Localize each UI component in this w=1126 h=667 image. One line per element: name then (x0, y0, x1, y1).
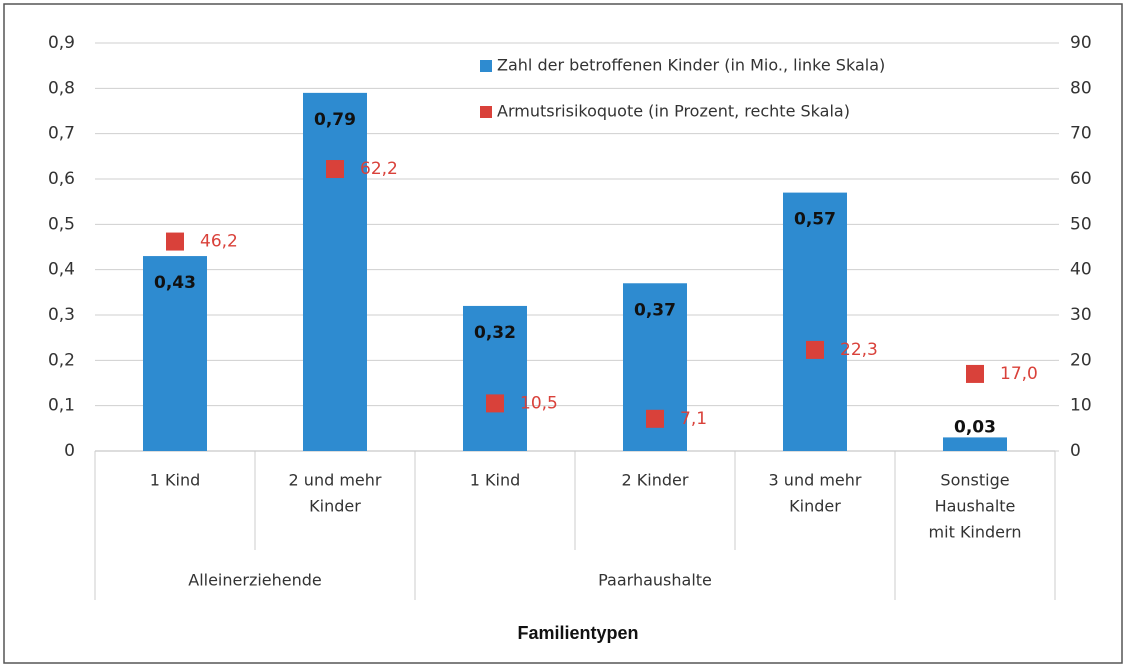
y2-tick-label: 70 (1070, 124, 1092, 144)
point-value-label: 62,2 (360, 159, 398, 179)
bar-value-label: 0,43 (154, 273, 196, 293)
point-value-label: 17,0 (1000, 364, 1038, 384)
bar (303, 92, 367, 451)
point (326, 160, 344, 179)
y2-tick-label: 80 (1070, 78, 1092, 98)
x-tick-label: 2 Kinder (622, 471, 689, 490)
bar-value-label: 0,57 (794, 210, 836, 230)
x-tick-label: 1 Kind (150, 471, 201, 490)
point (966, 364, 984, 383)
point-value-label: 7,1 (680, 409, 707, 429)
point-value-label: 10,5 (520, 393, 558, 413)
bar-value-label: 0,03 (954, 417, 996, 437)
y2-tick-label: 60 (1070, 169, 1092, 189)
y-tick-label: 0,2 (48, 350, 75, 370)
bar (143, 256, 207, 451)
point (486, 394, 504, 413)
y2-tick-label: 0 (1070, 441, 1081, 461)
y-tick-label: 0,1 (48, 396, 75, 416)
y2-tick-label: 20 (1070, 350, 1092, 370)
y2-tick-label: 40 (1070, 260, 1092, 280)
legend-label: Zahl der betroffenen Kinder (in Mio., li… (497, 56, 885, 75)
x-tick-label: mit Kindern (929, 523, 1022, 542)
bar (463, 305, 527, 451)
x-tick-label: 2 und mehr (289, 471, 382, 490)
point-value-label: 46,2 (200, 232, 238, 252)
y-tick-label: 0,5 (48, 214, 75, 234)
y-tick-label: 0,4 (48, 260, 75, 280)
bar-value-label: 0,79 (314, 110, 356, 130)
x-tick-label: Haushalte (935, 497, 1016, 516)
group-label: Paarhaushalte (598, 571, 712, 590)
x-tick-label: Kinder (309, 497, 361, 516)
group-label: Alleinerziehende (188, 571, 322, 590)
bar (943, 437, 1007, 451)
y-tick-label: 0,8 (48, 78, 75, 98)
y-tick-label: 0,7 (48, 124, 75, 144)
x-tick-label: Kinder (789, 497, 841, 516)
y-tick-label: 0,6 (48, 169, 75, 189)
legend-swatch (480, 106, 492, 118)
x-tick-label: 1 Kind (470, 471, 521, 490)
y2-tick-label: 30 (1070, 305, 1092, 325)
point (806, 340, 824, 359)
bar-value-label: 0,32 (474, 323, 516, 343)
y-tick-label: 0,9 (48, 33, 75, 53)
x-tick-label: Sonstige (940, 471, 1009, 490)
y2-tick-label: 10 (1070, 396, 1092, 416)
y-tick-label: 0,3 (48, 305, 75, 325)
point (646, 409, 664, 428)
bar (783, 192, 847, 451)
point-value-label: 22,3 (840, 340, 878, 360)
y2-tick-label: 90 (1070, 33, 1092, 53)
x-axis-title: Familientypen (517, 623, 638, 643)
legend-label: Armutsrisikoquote (in Prozent, rechte Sk… (497, 102, 850, 121)
bar-value-label: 0,37 (634, 300, 676, 320)
point (166, 232, 184, 251)
legend-swatch (480, 60, 492, 72)
y-tick-label: 0 (64, 441, 75, 461)
x-tick-label: 3 und mehr (769, 471, 862, 490)
y2-tick-label: 50 (1070, 214, 1092, 234)
